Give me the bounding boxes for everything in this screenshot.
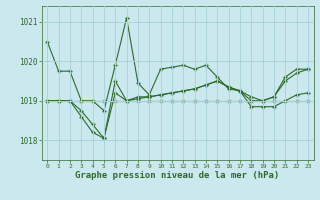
X-axis label: Graphe pression niveau de la mer (hPa): Graphe pression niveau de la mer (hPa) (76, 171, 280, 180)
